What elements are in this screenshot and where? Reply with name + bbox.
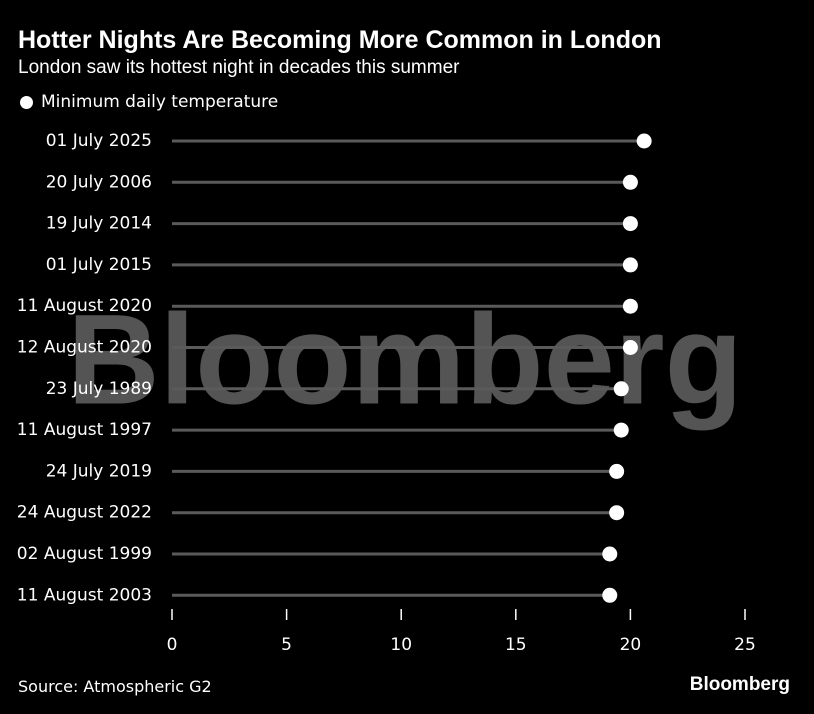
x-tick-label: 25 [734,635,756,655]
legend: Minimum daily temperature [20,92,278,112]
data-point [602,587,618,603]
category-label: 02 August 1999 [17,544,152,564]
chart-title: Hotter Nights Are Becoming More Common i… [18,26,662,54]
watermark-logo: Bloomberg [67,289,743,432]
data-point [622,174,638,190]
category-label: 01 July 2025 [46,131,152,151]
category-label: 12 August 2020 [17,338,152,358]
x-tick-label: 0 [167,635,178,655]
data-point [622,257,638,273]
data-point [622,216,638,232]
x-tick-label: 10 [390,635,412,655]
data-point [622,298,638,314]
category-label: 11 August 2020 [17,296,152,316]
category-label: 24 August 2022 [17,503,152,523]
data-point [622,340,638,355]
category-label: 20 July 2006 [46,172,152,192]
category-label: 01 July 2015 [46,255,152,275]
legend-dot-icon [20,95,33,109]
data-point [609,505,625,521]
category-label: 11 August 1997 [17,420,152,440]
chart-subtitle: London saw its hottest night in decades … [18,57,460,78]
data-point [609,463,625,479]
data-point [613,422,629,438]
category-label: 11 August 2003 [17,585,152,605]
legend-label: Minimum daily temperature [41,92,279,112]
category-label: 23 July 1989 [46,379,152,399]
data-point [613,381,629,397]
data-point [636,133,652,149]
category-label: 24 July 2019 [46,461,152,481]
x-tick-label: 20 [620,635,642,655]
data-point [602,546,618,562]
category-label: 19 July 2014 [46,214,152,234]
source-note: Source: Atmospheric G2 [18,677,212,696]
x-tick-label: 15 [505,635,527,655]
bloomberg-logo: Bloomberg [689,674,790,695]
x-tick-label: 5 [281,635,292,655]
